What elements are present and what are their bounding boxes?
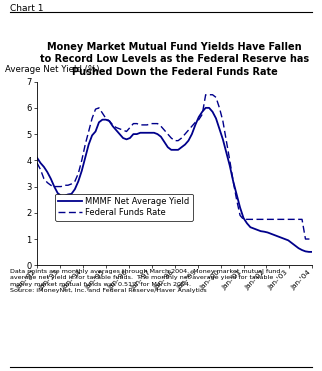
- MMMF Net Average Yield: [276, 234, 280, 239]
- Line: Federal Funds Rate: Federal Funds Rate: [37, 95, 312, 239]
- MMMF Net Average Yield: [242, 216, 245, 220]
- MMMF Net Average Yield: [204, 106, 208, 110]
- Federal Funds Rate: [262, 217, 266, 221]
- MMMF Net Average Yield: [286, 238, 290, 243]
- Line: MMMF Net Average Yield: MMMF Net Average Yield: [37, 108, 312, 252]
- MMMF Net Average Yield: [186, 138, 190, 143]
- Federal Funds Rate: [286, 217, 290, 221]
- Federal Funds Rate: [242, 217, 245, 221]
- MMMF Net Average Yield: [211, 109, 214, 114]
- MMMF Net Average Yield: [307, 250, 311, 254]
- Federal Funds Rate: [35, 161, 39, 165]
- MMMF Net Average Yield: [310, 250, 314, 254]
- Text: Chart 1: Chart 1: [10, 4, 43, 13]
- Text: Average Net Yield (%): Average Net Yield (%): [5, 65, 100, 74]
- Federal Funds Rate: [304, 237, 308, 241]
- Title: Money Market Mutual Fund Yields Have Fallen
to Record Low Levels as the Federal : Money Market Mutual Fund Yields Have Fal…: [40, 42, 309, 77]
- MMMF Net Average Yield: [262, 229, 266, 234]
- Federal Funds Rate: [310, 237, 314, 241]
- Federal Funds Rate: [211, 92, 214, 97]
- Federal Funds Rate: [186, 128, 190, 132]
- Legend: MMMF Net Average Yield, Federal Funds Rate: MMMF Net Average Yield, Federal Funds Ra…: [55, 194, 193, 221]
- MMMF Net Average Yield: [35, 155, 39, 160]
- Text: Data points are monthly averages through March 2004.  Money market mutual fund
a: Data points are monthly averages through…: [10, 269, 280, 293]
- Federal Funds Rate: [204, 92, 208, 97]
- Federal Funds Rate: [276, 217, 280, 221]
